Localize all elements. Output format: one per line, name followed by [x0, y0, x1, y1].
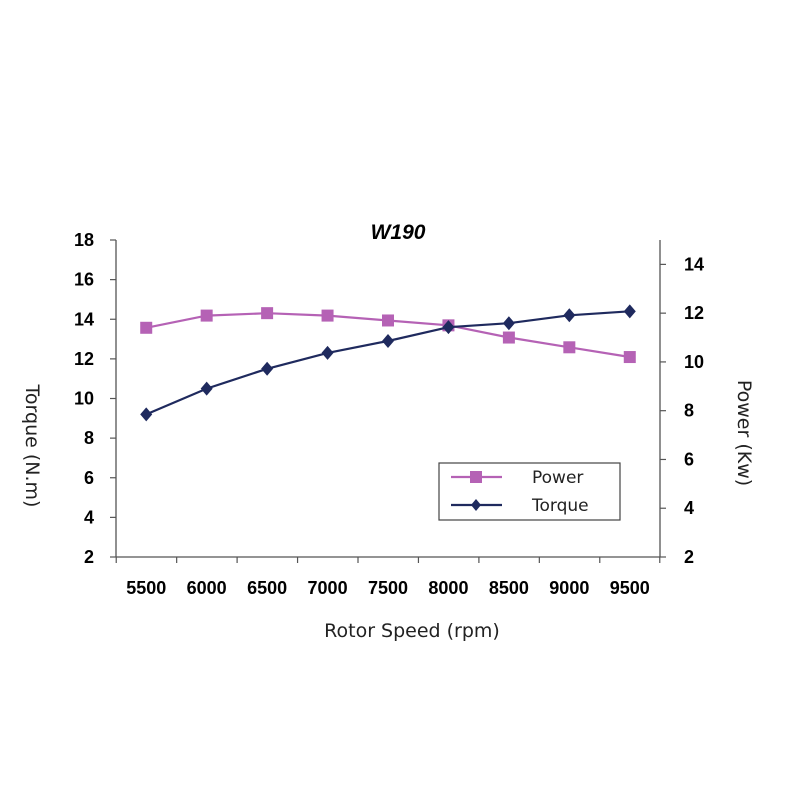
right-y-axis: 2 4 6 8 10 12 14	[660, 254, 704, 567]
left-tick-label: 8	[84, 428, 94, 448]
torque-point	[382, 334, 394, 349]
legend-marker-torque	[471, 499, 481, 511]
left-tick-label: 12	[74, 349, 94, 369]
right-tick-label: 14	[684, 254, 704, 274]
right-tick-label: 4	[684, 498, 694, 518]
right-y-axis-title: Power (Kw)	[733, 380, 755, 486]
x-tick-label: 7500	[368, 578, 408, 598]
left-y-axis: 2 4 6 8 10 12 14 16 18	[74, 230, 116, 567]
legend: Power Torque	[438, 462, 621, 521]
left-tick-label: 4	[84, 507, 94, 527]
power-point	[502, 331, 515, 344]
x-tick-label: 6500	[247, 578, 287, 598]
x-tick-label: 7000	[308, 578, 348, 598]
right-tick-label: 10	[684, 352, 704, 372]
chart-title: W190	[371, 221, 426, 244]
torque-point	[321, 345, 334, 360]
power-point	[321, 309, 334, 322]
x-axis-title: Rotor Speed (rpm)	[324, 620, 500, 642]
power-point	[382, 314, 394, 327]
left-tick-label: 2	[84, 547, 94, 567]
right-tick-label: 6	[684, 449, 694, 469]
torque-series-line	[145, 310, 630, 416]
legend-marker-power	[470, 471, 482, 483]
torque-point	[200, 381, 213, 396]
right-tick-label: 2	[684, 547, 694, 567]
torque-point	[140, 407, 153, 422]
left-tick-label: 14	[74, 309, 94, 329]
power-point	[261, 307, 274, 320]
torque-point	[623, 304, 636, 319]
x-tick-label: 8000	[428, 578, 468, 598]
x-tick-label: 8500	[489, 578, 529, 598]
torque-point	[442, 320, 455, 335]
x-tick-label: 9500	[610, 578, 650, 598]
legend-box	[438, 462, 621, 521]
legend-label-torque: Torque	[531, 496, 589, 516]
legend-label-power: Power	[532, 468, 583, 488]
left-tick-label: 10	[74, 389, 94, 409]
right-tick-label: 8	[684, 401, 694, 421]
torque-point	[261, 361, 274, 376]
left-tick-label: 16	[74, 270, 94, 290]
power-point	[140, 321, 153, 334]
series-layer	[140, 304, 636, 422]
torque-point	[563, 308, 576, 323]
torque-point	[502, 316, 515, 331]
right-tick-label: 12	[684, 303, 704, 323]
left-y-axis-title: Torque (N.m)	[21, 384, 43, 508]
left-tick-label: 6	[84, 468, 94, 488]
x-tick-label: 5500	[126, 578, 166, 598]
x-tick-label: 6000	[187, 578, 227, 598]
left-tick-label: 18	[74, 230, 94, 250]
x-axis: 5500 6000 6500 7000 7500 8000 8500 9000 9500	[115, 557, 661, 598]
x-tick-label: 9000	[549, 578, 589, 598]
power-point	[200, 309, 213, 322]
power-point	[563, 341, 576, 354]
power-point	[623, 351, 636, 364]
